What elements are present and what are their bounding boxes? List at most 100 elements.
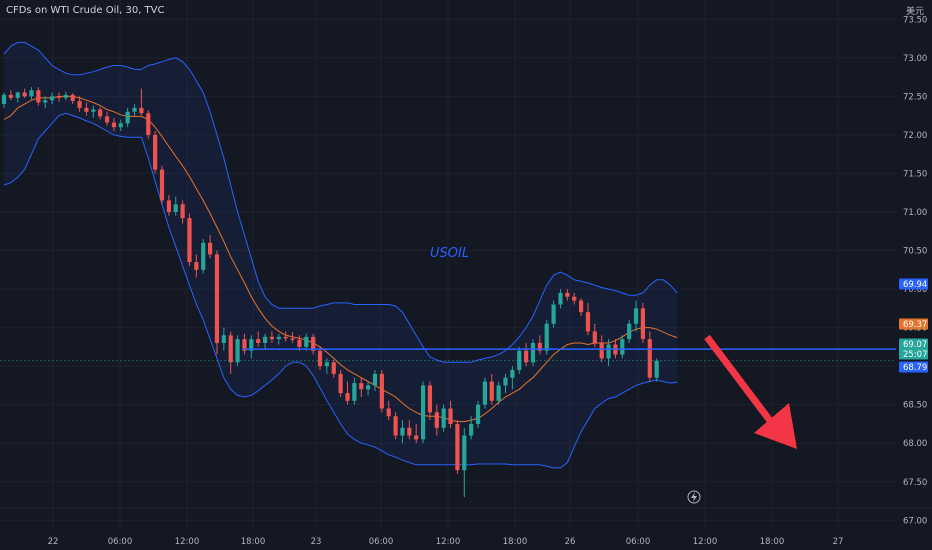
candle-body bbox=[400, 427, 405, 436]
price-tick-label: 68.50 bbox=[903, 401, 927, 411]
candle-body bbox=[125, 111, 130, 124]
time-tick-label: 18:00 bbox=[760, 537, 785, 547]
candle-body bbox=[1, 94, 7, 105]
candle-body bbox=[537, 343, 542, 351]
horizontal-level-line[interactable] bbox=[0, 348, 896, 362]
time-tick-label: 06:00 bbox=[369, 537, 394, 547]
price-label-bg bbox=[899, 361, 928, 373]
time-axis[interactable]: 22 06:00 12:00 18:00 23 06:00 12:00 18:00 26 06:0… bbox=[0, 507, 932, 550]
time-tick-label: 18:00 bbox=[241, 537, 266, 547]
price-tick-label: 71.50 bbox=[903, 169, 927, 179]
candle-body bbox=[228, 335, 233, 363]
price-tick-label: 67.00 bbox=[903, 516, 927, 526]
candle-body bbox=[283, 336, 288, 339]
candle-body bbox=[434, 412, 439, 428]
candle-body bbox=[592, 331, 597, 344]
candle-body bbox=[194, 262, 199, 270]
time-tick-label: 22 bbox=[48, 537, 59, 547]
candle-body bbox=[420, 385, 426, 440]
candle-body bbox=[372, 373, 378, 386]
usoil-annotation: USOIL bbox=[430, 246, 470, 261]
candle-body bbox=[510, 369, 515, 378]
price-tick-label: 67.50 bbox=[903, 478, 927, 488]
candle-body bbox=[359, 383, 364, 390]
candle-body bbox=[455, 423, 460, 471]
candle-body bbox=[503, 377, 508, 386]
candle-body bbox=[379, 373, 384, 409]
candle-body bbox=[173, 204, 178, 212]
candle-body bbox=[441, 408, 446, 428]
candle-body bbox=[8, 94, 13, 98]
candle-body bbox=[208, 242, 213, 255]
candle-body bbox=[489, 381, 494, 401]
candle-body bbox=[77, 100, 82, 108]
candle-body bbox=[221, 335, 226, 344]
candle-body bbox=[256, 339, 261, 344]
time-tick-label: 06:00 bbox=[626, 537, 651, 547]
candle-body bbox=[118, 123, 123, 128]
time-tick-label: 27 bbox=[833, 537, 844, 547]
price-tick-label: 70.50 bbox=[903, 247, 927, 257]
candle-body bbox=[249, 339, 254, 351]
down-arrow-drawing[interactable] bbox=[704, 334, 797, 449]
price-label-text: 25:07 bbox=[903, 350, 928, 360]
candle-body bbox=[544, 323, 549, 351]
candle-body bbox=[338, 373, 343, 394]
chart-title: CFDs on WTI Crude Oil, 30, TVC bbox=[6, 5, 165, 16]
candle-body bbox=[565, 292, 570, 297]
candle-body bbox=[201, 242, 206, 270]
price-tick-label: 71.00 bbox=[903, 208, 927, 218]
price-tick-label: 73.00 bbox=[903, 54, 927, 64]
candle-body bbox=[214, 254, 220, 344]
time-tick-label: 12:00 bbox=[436, 537, 461, 547]
time-tick-label: 26 bbox=[565, 537, 576, 547]
time-tick-label: 06:00 bbox=[108, 537, 133, 547]
candle-body bbox=[633, 308, 639, 324]
candle-body bbox=[290, 338, 295, 340]
price-label-text: 69.94 bbox=[903, 280, 927, 290]
candle-body bbox=[269, 336, 275, 340]
price-label-bg bbox=[899, 278, 928, 290]
candle-body bbox=[242, 339, 247, 351]
candle-body bbox=[517, 350, 522, 370]
candle-body bbox=[475, 404, 481, 424]
bollinger-basis-line bbox=[3, 95, 678, 423]
candle-body bbox=[276, 336, 281, 340]
price-label-bg bbox=[899, 348, 928, 360]
candle-body bbox=[572, 296, 577, 301]
candle-body bbox=[180, 204, 185, 219]
price-tick-label: 72.00 bbox=[903, 131, 927, 141]
candle-body bbox=[654, 360, 659, 378]
arrow-shaft bbox=[704, 334, 777, 429]
arrow-head bbox=[754, 403, 797, 449]
candle-body bbox=[36, 90, 41, 103]
price-label-text: 69.37 bbox=[903, 320, 927, 330]
candle-body bbox=[235, 339, 240, 363]
candle-body bbox=[599, 343, 604, 359]
price-tick-label: 72.50 bbox=[903, 92, 927, 102]
candle-body bbox=[187, 218, 192, 263]
time-tick-label: 12:00 bbox=[175, 537, 200, 547]
price-axis[interactable]: 73.50 73.00 72.50 72.00 71.50 71.00 70.50 70.00… bbox=[896, 0, 932, 550]
price-tick-label: 70.00 bbox=[903, 285, 927, 295]
time-tick-label: 12:00 bbox=[693, 537, 718, 547]
candle-body bbox=[132, 107, 137, 112]
candle-body bbox=[317, 350, 323, 367]
candle-body bbox=[496, 385, 501, 401]
bollinger-upper-line bbox=[3, 41, 678, 363]
price-label-text: 69.07 bbox=[903, 340, 927, 350]
candle-body bbox=[29, 90, 34, 97]
lightning-icon bbox=[687, 490, 701, 504]
price-axis-bg bbox=[896, 0, 932, 550]
candle-body bbox=[585, 312, 591, 332]
price-label-bg bbox=[899, 318, 928, 330]
candle-body bbox=[84, 107, 89, 112]
candle-body bbox=[620, 339, 625, 355]
candle-body bbox=[311, 336, 316, 351]
candle-body bbox=[393, 416, 398, 436]
bollinger-lower-line bbox=[3, 112, 678, 469]
currency-label: 美元 bbox=[905, 7, 924, 17]
